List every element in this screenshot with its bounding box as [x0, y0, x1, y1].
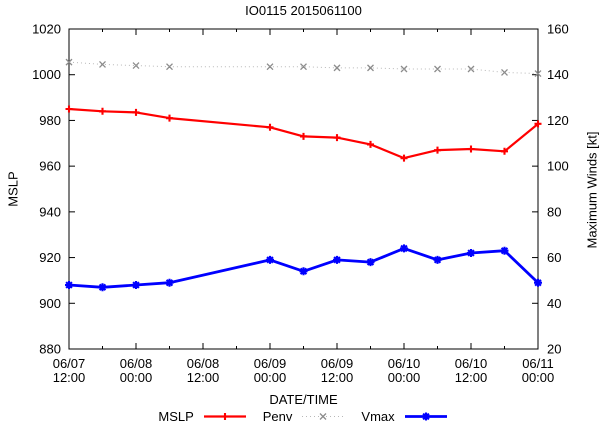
mslp-legend-marker-icon — [221, 413, 229, 420]
mslp-markers — [65, 105, 542, 162]
vmax-markers — [65, 244, 542, 292]
y2-tick-label: 120 — [547, 113, 569, 128]
penv-markers — [65, 58, 542, 78]
x-tick-label-date: 06/10 — [388, 356, 421, 371]
legend-swatch-penv-line-icon — [302, 413, 345, 420]
x-tick-label-time: 00:00 — [522, 370, 555, 385]
x-tick-label-date: 06/09 — [321, 356, 354, 371]
y-tick-label: 880 — [39, 342, 61, 357]
y2-tick-label: 20 — [547, 342, 561, 357]
y2-tick-label: 100 — [547, 159, 569, 174]
penv-legend-marker-icon — [319, 413, 327, 420]
vmax-legend-marker-icon — [421, 412, 430, 421]
chart-title: IO0115 2015061100 — [245, 3, 362, 18]
x-tick-label-date: 06/11 — [522, 356, 554, 371]
legend-item-penv: Penv — [263, 409, 346, 424]
x-axis-label: DATE/TIME — [269, 392, 338, 407]
y-tick-label: 1020 — [32, 22, 61, 37]
y-tick-label: 980 — [39, 113, 61, 128]
x-tick-label-date: 06/07 — [53, 356, 86, 371]
legend-label-mslp: MSLP — [158, 409, 194, 424]
legend: MSLP Penv Vmax — [0, 409, 606, 424]
x-tick-label-time: 12:00 — [187, 370, 220, 385]
y-tick-label: 920 — [39, 250, 61, 265]
y-tick-label: 1000 — [32, 67, 61, 82]
y-tick-label: 960 — [39, 159, 61, 174]
legend-swatch-vmax-line-icon — [404, 412, 447, 421]
x-tick-label-date: 06/10 — [455, 356, 488, 371]
x-tick-label-time: 12:00 — [455, 370, 488, 385]
x-tick-label-date: 06/08 — [187, 356, 220, 371]
y2-tick-label: 140 — [547, 67, 569, 82]
plot-border — [68, 28, 539, 350]
y2-tick-label: 80 — [547, 204, 561, 219]
x-tick-label-date: 06/08 — [120, 356, 153, 371]
x-tick-label-time: 12:00 — [321, 370, 354, 385]
legend-item-mslp: MSLP — [158, 409, 246, 424]
y2-tick-label: 160 — [547, 22, 569, 37]
x-tick-label-date: 06/09 — [254, 356, 287, 371]
x-tick-label-time: 00:00 — [388, 370, 421, 385]
y2-tick-label: 40 — [547, 296, 561, 311]
y-tick-label: 900 — [39, 296, 61, 311]
y-tick-label: 940 — [39, 204, 61, 219]
legend-item-vmax: Vmax — [361, 409, 447, 424]
x-tick-label-time: 00:00 — [254, 370, 287, 385]
x-tick-label-time: 00:00 — [120, 370, 153, 385]
penv-line — [68, 61, 539, 75]
y2-tick-label: 60 — [547, 250, 561, 265]
legend-label-vmax: Vmax — [361, 409, 395, 424]
legend-swatch-mslp-line-icon — [203, 413, 246, 420]
legend-label-penv: Penv — [262, 409, 293, 424]
x-tick-label-time: 12:00 — [53, 370, 86, 385]
